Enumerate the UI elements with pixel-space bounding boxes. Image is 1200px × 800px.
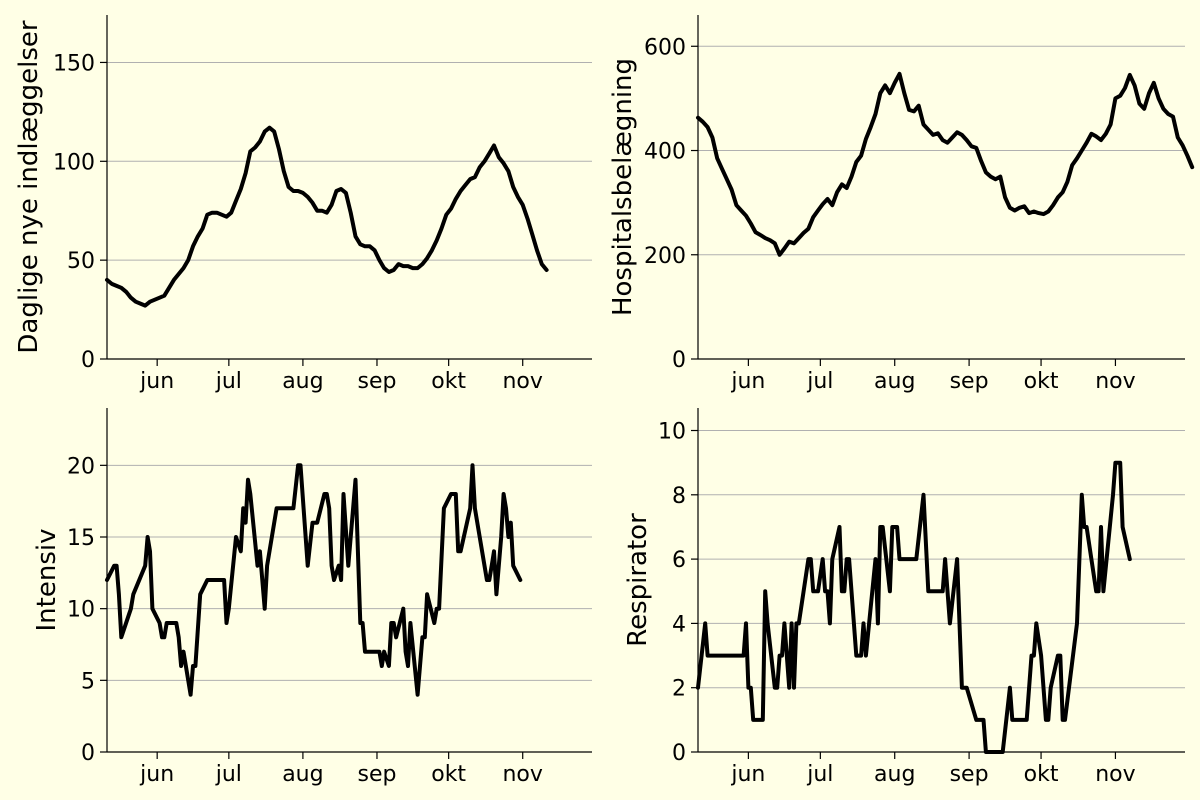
y-axis-label: Intensiv — [32, 529, 62, 632]
y-tick-label: 50 — [67, 249, 95, 274]
x-tick-label: okt — [431, 762, 466, 787]
x-tick-label: sep — [950, 369, 989, 394]
y-tick-label: 4 — [672, 612, 686, 637]
x-tick-label: aug — [282, 369, 323, 394]
x-tick-label: nov — [502, 369, 542, 394]
x-tick-label: jul — [806, 369, 833, 394]
series-line — [105, 125, 549, 308]
y-tick-label: 400 — [644, 140, 686, 165]
x-tick-label: jul — [215, 369, 242, 394]
y-tick-label: 10 — [67, 598, 95, 623]
y-tick-label: 0 — [672, 741, 686, 766]
x-tick-label: sep — [357, 369, 396, 394]
y-tick-label: 15 — [67, 526, 95, 551]
x-tick-label: okt — [431, 369, 466, 394]
y-axis-label: Respirator — [623, 513, 653, 647]
x-tick-label: nov — [502, 762, 542, 787]
chart-respirator: Respirator 0 2 4 6 8 10 jun jul aug sep okt nov — [623, 408, 1185, 787]
chart-hospital-occupancy: Hospitalsbelægning 0 200 400 600 jun jul aug se… — [608, 15, 1195, 394]
y-tick-label: 10 — [658, 420, 686, 445]
x-tick-label: aug — [874, 762, 915, 787]
y-tick-label: 5 — [81, 669, 95, 694]
y-axis-label: Daglige nye indlæggelser — [14, 20, 44, 354]
y-tick-label: 150 — [53, 51, 95, 76]
x-tick-label: aug — [874, 369, 915, 394]
y-tick-label: 0 — [81, 741, 95, 766]
x-tick-label: sep — [357, 762, 396, 787]
x-tick-label: jul — [215, 762, 242, 787]
series-line — [696, 71, 1195, 257]
x-tick-label: nov — [1095, 369, 1135, 394]
y-tick-label: 0 — [672, 348, 686, 373]
x-tick-label: aug — [282, 762, 323, 787]
chart-daily-admissions: Daglige nye indlæggelser 0 50 100 150 jun jul… — [14, 15, 592, 394]
series-line — [696, 460, 1132, 754]
y-tick-label: 100 — [53, 150, 95, 175]
x-tick-label: jul — [806, 762, 833, 787]
x-tick-label: nov — [1095, 762, 1135, 787]
x-tick-label: jun — [730, 369, 765, 394]
x-tick-label: okt — [1024, 762, 1059, 787]
y-tick-label: 20 — [67, 454, 95, 479]
series-line — [105, 463, 523, 697]
y-tick-label: 200 — [644, 244, 686, 269]
x-tick-label: sep — [950, 762, 989, 787]
y-tick-label: 600 — [644, 35, 686, 60]
y-axis-label: Hospitalsbelægning — [608, 58, 638, 316]
y-tick-label: 8 — [672, 484, 686, 509]
x-tick-label: okt — [1024, 369, 1059, 394]
x-tick-label: jun — [139, 369, 174, 394]
y-tick-label: 0 — [81, 348, 95, 373]
y-tick-label: 6 — [672, 548, 686, 573]
chart-intensive-care: Intensiv 0 5 10 15 20 jun jul aug sep okt nov — [32, 408, 592, 787]
x-tick-label: jun — [730, 762, 765, 787]
y-tick-label: 2 — [672, 677, 686, 702]
x-tick-label: jun — [139, 762, 174, 787]
